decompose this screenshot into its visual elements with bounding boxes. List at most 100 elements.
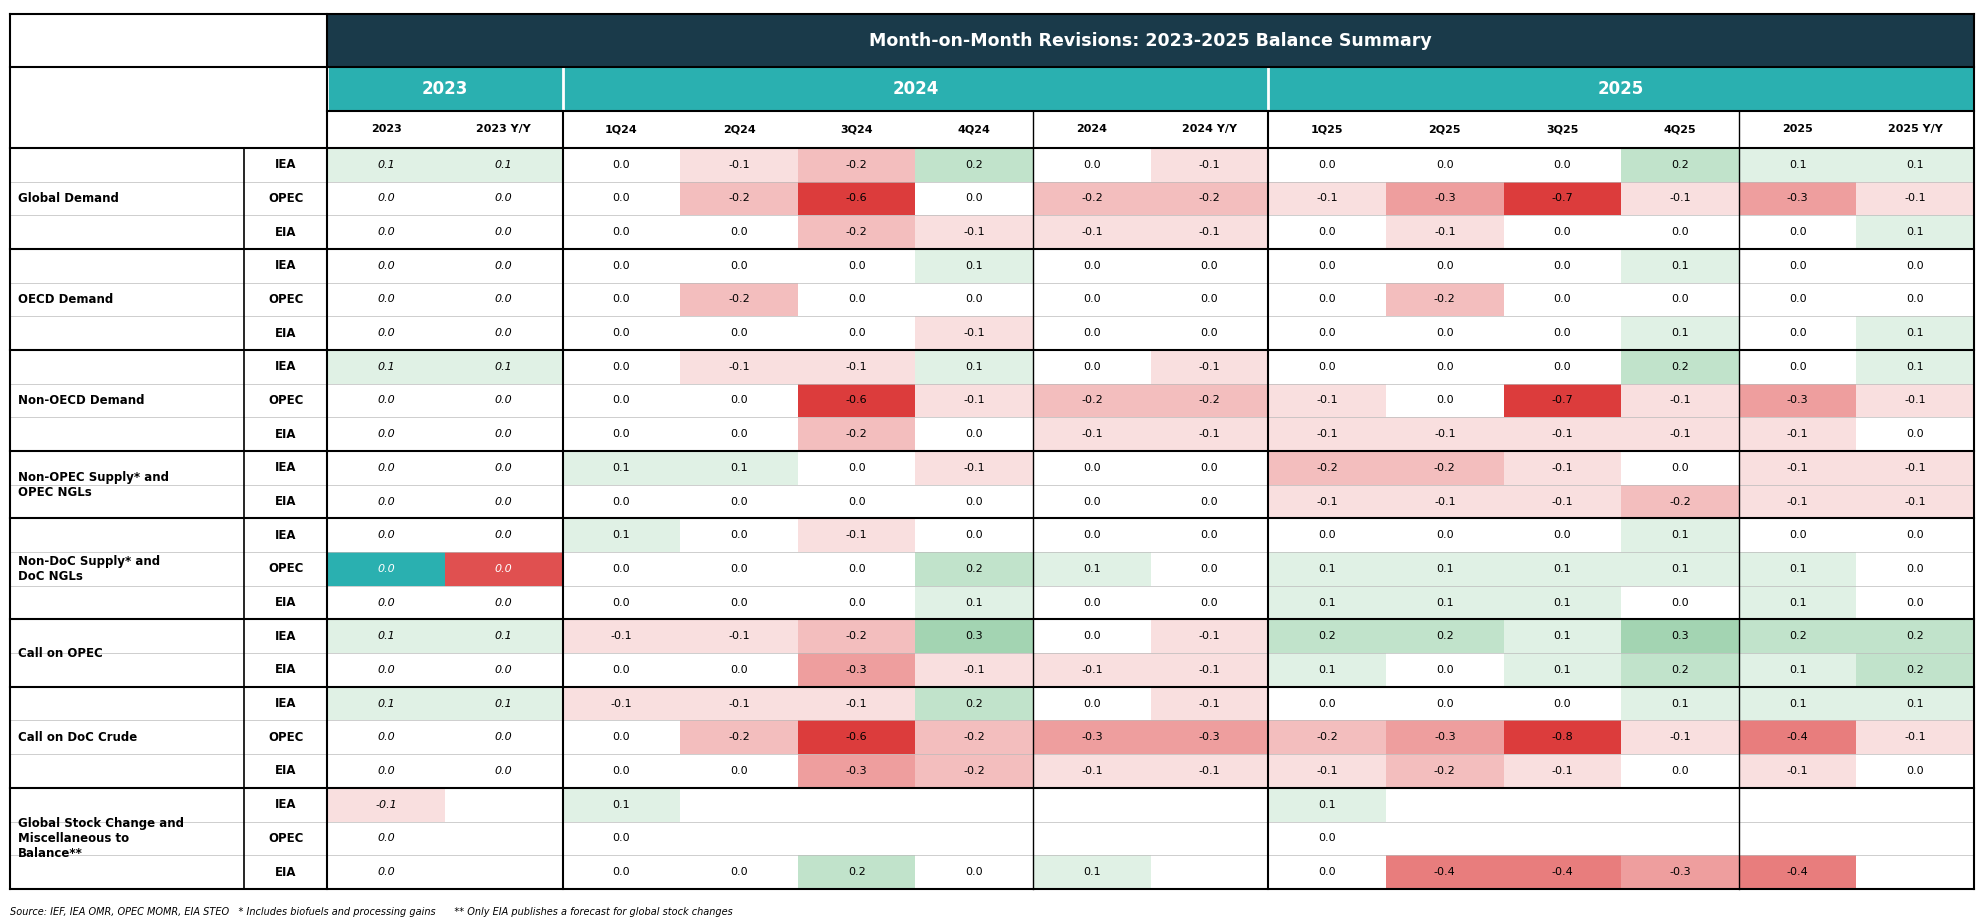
Bar [798, 350, 915, 383]
Text: -0.2: -0.2 [1081, 395, 1103, 406]
Bar [1621, 316, 1738, 350]
Bar [915, 653, 1034, 687]
Text: 0.0: 0.0 [1083, 261, 1101, 271]
Bar [915, 721, 1034, 754]
Text: -0.1: -0.1 [1081, 766, 1103, 776]
Bar [1387, 821, 1504, 856]
Bar [444, 316, 563, 350]
Bar [1504, 215, 1621, 249]
Bar [1034, 148, 1151, 181]
Text: 0.0: 0.0 [377, 261, 395, 271]
Bar [1504, 111, 1621, 148]
Bar [444, 754, 563, 788]
Text: Call on DoC Crude: Call on DoC Crude [18, 731, 137, 744]
Text: 0.0: 0.0 [377, 463, 395, 473]
Bar [244, 418, 327, 451]
Text: 0.0: 0.0 [613, 833, 631, 844]
Bar [1621, 283, 1738, 316]
Text: 0.0: 0.0 [494, 429, 512, 439]
Bar [327, 111, 444, 148]
Text: OPEC: OPEC [268, 731, 304, 744]
Bar [244, 788, 327, 821]
Bar [1621, 350, 1738, 383]
Text: -0.1: -0.1 [1669, 429, 1690, 439]
Text: 0.0: 0.0 [1083, 160, 1101, 170]
Text: -0.1: -0.1 [375, 799, 397, 809]
Text: -0.3: -0.3 [845, 665, 867, 675]
Bar [563, 451, 681, 485]
Text: 0.1: 0.1 [1317, 665, 1335, 675]
Text: -0.1: -0.1 [1315, 429, 1337, 439]
Text: -0.1: -0.1 [1198, 429, 1220, 439]
Text: 0.0: 0.0 [1907, 295, 1924, 304]
Text: 0.0: 0.0 [1083, 530, 1101, 541]
Text: 0.1: 0.1 [1907, 362, 1924, 371]
Text: 0.0: 0.0 [377, 564, 395, 574]
Text: 2024: 2024 [893, 80, 938, 98]
Text: 3Q25: 3Q25 [1546, 125, 1579, 134]
Bar [798, 754, 915, 788]
Bar [1268, 316, 1387, 350]
Text: 0.0: 0.0 [494, 328, 512, 338]
Text: OPEC: OPEC [268, 293, 304, 306]
Bar [798, 249, 915, 283]
Text: 0.0: 0.0 [1553, 530, 1571, 541]
Text: -0.4: -0.4 [1788, 867, 1809, 877]
Text: -0.1: -0.1 [728, 160, 750, 170]
Text: 0.0: 0.0 [494, 598, 512, 608]
Bar [798, 653, 915, 687]
Bar [915, 418, 1034, 451]
Text: -0.1: -0.1 [1788, 766, 1809, 776]
Bar [244, 181, 327, 215]
Text: OPEC: OPEC [268, 563, 304, 576]
Bar [798, 586, 915, 619]
Bar [1034, 821, 1151, 856]
Text: IEA: IEA [276, 260, 296, 273]
Bar [1504, 821, 1621, 856]
Text: 0.0: 0.0 [1083, 295, 1101, 304]
Text: 0.0: 0.0 [1083, 496, 1101, 506]
Bar [681, 249, 798, 283]
Bar [1268, 518, 1387, 552]
Bar [1387, 687, 1504, 721]
Text: 0.1: 0.1 [494, 631, 512, 641]
Text: Call on OPEC: Call on OPEC [18, 647, 103, 660]
Bar [563, 316, 681, 350]
Bar [681, 653, 798, 687]
Bar [1268, 653, 1387, 687]
Text: -0.6: -0.6 [845, 733, 867, 742]
Text: 0.0: 0.0 [966, 429, 984, 439]
Text: 0.1: 0.1 [377, 631, 395, 641]
Text: -0.1: -0.1 [1198, 160, 1220, 170]
Text: -0.1: -0.1 [1198, 227, 1220, 237]
Bar [681, 856, 798, 889]
Bar [1387, 518, 1504, 552]
Text: -0.2: -0.2 [1315, 733, 1337, 742]
Bar [327, 687, 444, 721]
Text: -0.1: -0.1 [1551, 463, 1573, 473]
Bar [1268, 181, 1387, 215]
Text: 0.0: 0.0 [377, 665, 395, 675]
Text: 0.1: 0.1 [1671, 328, 1688, 338]
Text: 0.3: 0.3 [1671, 631, 1688, 641]
Bar [1621, 687, 1738, 721]
Bar [1151, 111, 1268, 148]
Text: 0.1: 0.1 [1790, 665, 1807, 675]
Text: 0.0: 0.0 [730, 261, 748, 271]
Bar [1151, 283, 1268, 316]
Bar [1621, 249, 1738, 283]
Text: -0.1: -0.1 [611, 631, 633, 641]
Bar [563, 148, 681, 181]
Bar [563, 283, 681, 316]
Text: 0.0: 0.0 [613, 295, 631, 304]
Text: Month-on-Month Revisions: 2023-2025 Balance Summary: Month-on-Month Revisions: 2023-2025 Bala… [869, 31, 1432, 50]
Text: -0.2: -0.2 [1434, 295, 1456, 304]
Bar [1738, 418, 1857, 451]
Bar [1504, 687, 1621, 721]
Text: 0.0: 0.0 [494, 733, 512, 742]
Text: -0.3: -0.3 [845, 766, 867, 776]
Bar [681, 552, 798, 586]
Text: 0.0: 0.0 [1907, 429, 1924, 439]
Text: 4Q25: 4Q25 [1665, 125, 1696, 134]
Bar [1034, 181, 1151, 215]
